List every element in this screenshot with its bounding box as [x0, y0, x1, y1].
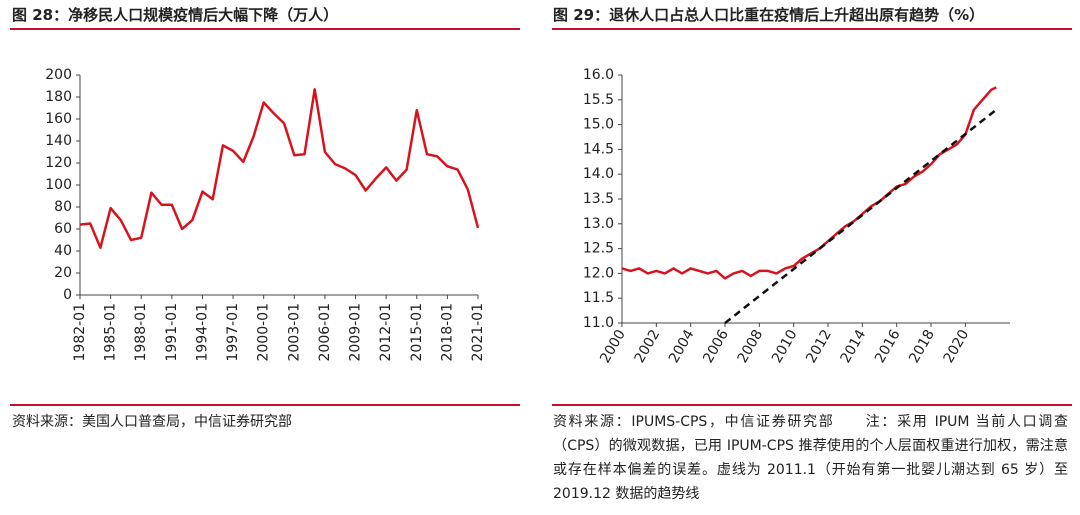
x-tick-label: 2008	[735, 327, 767, 366]
x-tick-label: 2012	[803, 327, 835, 366]
x-tick-label: 2006	[700, 327, 732, 366]
y-tick-label: 13.0	[583, 216, 614, 232]
x-tick-label: 2020	[941, 327, 973, 366]
y-tick-label: 14.0	[583, 166, 614, 182]
source-rule	[10, 404, 520, 406]
source-note: 资料来源：美国人口普查局，中信证券研究部	[12, 414, 292, 430]
y-tick-label: 16.0	[583, 67, 614, 83]
source-rule	[552, 404, 1072, 406]
x-tick-label: 2000-01	[256, 303, 272, 362]
series-line	[79, 88, 480, 249]
x-tick-label: 2021-01	[470, 303, 486, 362]
y-tick-label: 180	[45, 89, 72, 105]
y-tick-label: 40	[54, 243, 72, 259]
x-tick-label: 1997-01	[225, 303, 241, 362]
x-tick-label: 2018	[906, 327, 938, 366]
x-tick-label: 2004	[666, 327, 698, 366]
y-tick-label: 15.0	[583, 117, 614, 133]
x-tick-label: 1988-01	[133, 303, 149, 362]
chart-title: 图 28：净移民人口规模疫情后大幅下降（万人）	[12, 6, 339, 24]
y-tick-label: 200	[45, 67, 72, 83]
x-tick-label: 1985-01	[103, 303, 119, 362]
y-tick-label: 14.5	[583, 141, 614, 157]
x-tick-label: 2015-01	[409, 303, 425, 362]
x-tick-label: 2016	[872, 327, 904, 366]
source-note: 资料来源：IPUMS-CPS，中信证券研究部 注：采用 IPUM 当前人口调查（…	[553, 414, 1068, 502]
y-tick-label: 60	[54, 221, 72, 237]
charts: 0 20 40 60 80 100 120 140 160 180 200 1982-01 1985-0…	[45, 67, 1010, 366]
y-tick-label: 120	[45, 155, 72, 171]
y-tick-label: 13.5	[583, 191, 614, 207]
title-rule	[10, 28, 520, 30]
title-rule	[552, 28, 1072, 30]
chart-title: 图 29：退休人口占总人口比重在疫情后上升超出原有趋势（%）	[553, 6, 985, 24]
x-tick-label: 2018-01	[439, 303, 455, 362]
x-tick-label: 2009-01	[348, 303, 364, 362]
y-tick-label: 12.5	[583, 241, 614, 257]
x-tick-label: 2000	[597, 327, 629, 366]
x-tick-label: 2014	[838, 327, 870, 366]
series-line	[724, 108, 998, 324]
y-tick-label: 140	[45, 133, 72, 149]
y-tick-label: 11.0	[583, 315, 614, 331]
x-tick-label: 2010	[769, 327, 801, 366]
y-tick-label: 100	[45, 177, 72, 193]
x-tick-label: 2002	[632, 327, 664, 366]
x-tick-label: 2006-01	[317, 303, 333, 362]
y-tick-label: 160	[45, 111, 72, 127]
x-tick-label: 2012-01	[378, 303, 394, 362]
y-tick-label: 15.5	[583, 92, 614, 108]
y-tick-label: 11.5	[583, 290, 614, 306]
x-tick-label: 2003-01	[286, 303, 302, 362]
x-tick-label: 1991-01	[164, 303, 180, 362]
y-tick-label: 12.0	[583, 265, 614, 281]
x-tick-label: 1982-01	[72, 303, 88, 362]
series-line	[621, 86, 997, 280]
y-tick-label: 80	[54, 199, 72, 215]
y-tick-label: 0	[63, 287, 72, 303]
x-tick-label: 1994-01	[194, 303, 210, 362]
y-tick-label: 20	[54, 265, 72, 281]
